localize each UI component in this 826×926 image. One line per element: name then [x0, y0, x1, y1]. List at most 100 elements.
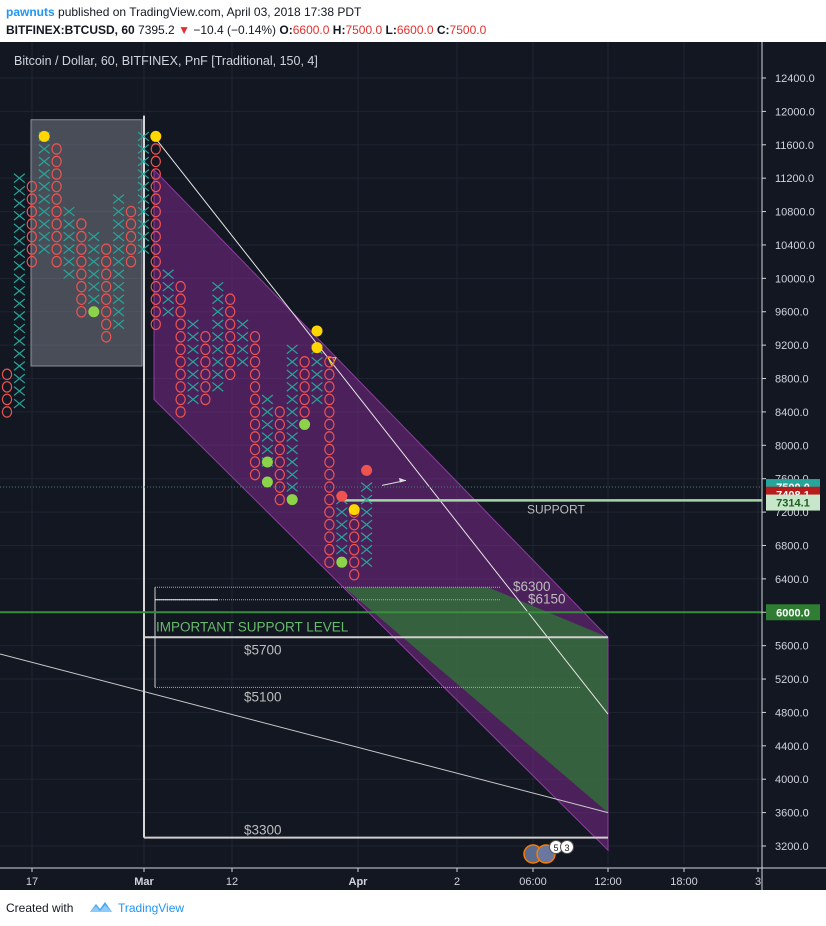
x-box — [187, 344, 199, 355]
o-box — [274, 493, 285, 506]
x-box — [212, 331, 224, 342]
o-box — [299, 381, 310, 393]
created-with-text: Created with — [6, 901, 74, 915]
badge-count-text: 3 — [564, 843, 569, 853]
o-box — [249, 456, 261, 468]
x-box — [137, 131, 150, 142]
x-box — [112, 244, 125, 254]
x-box — [360, 557, 373, 568]
o-box — [324, 393, 335, 406]
o-box — [51, 230, 62, 243]
price-label-text: 6000.0 — [776, 607, 810, 619]
x-box — [187, 319, 199, 330]
x-box — [336, 544, 348, 555]
x-box — [162, 306, 174, 317]
chart-title: Bitcoin / Dollar, 60, BITFINEX, PnF [Tra… — [14, 54, 318, 68]
o-box — [274, 468, 285, 481]
o-box — [76, 305, 87, 318]
x-box — [360, 494, 373, 505]
x-box — [137, 206, 150, 217]
o-box — [349, 556, 360, 568]
low-value: 6600.0 — [396, 23, 434, 37]
o-box — [175, 318, 186, 331]
y-tick-label: 6800.0 — [775, 540, 809, 552]
o-box — [125, 243, 137, 255]
drawing-overlays — [0, 115, 762, 852]
x-box — [212, 369, 224, 380]
o-column — [100, 243, 112, 343]
o-box — [324, 431, 335, 443]
o-box — [76, 293, 87, 306]
x-box — [162, 281, 174, 292]
x-box — [212, 356, 224, 367]
range-box — [30, 119, 143, 367]
o-box — [125, 205, 137, 218]
x-box — [63, 256, 75, 267]
x-box — [63, 244, 75, 254]
o-box — [26, 180, 37, 193]
x-box — [38, 169, 50, 179]
o-box — [100, 280, 112, 293]
pnf-chart[interactable]: SUPPORT $6300$6150 IMPORTANT SUPPORT LEVEL… — [0, 42, 826, 890]
o-box — [150, 205, 161, 218]
y-tick-label: 12400.0 — [775, 73, 815, 85]
x-box — [88, 244, 100, 254]
o-box — [150, 155, 161, 168]
x-box — [38, 181, 50, 192]
x-box — [63, 269, 75, 280]
x-box — [13, 298, 26, 309]
o-box — [249, 406, 261, 418]
chart-header: pawnuts published on TradingView.com, Ap… — [0, 0, 826, 42]
x-box — [112, 319, 125, 330]
o-box — [150, 293, 161, 306]
y-tick-label: 3200.0 — [775, 841, 809, 853]
x-box — [137, 169, 150, 179]
o-box — [249, 418, 261, 431]
yellow-signal-dot — [311, 325, 323, 337]
author-name[interactable]: pawnuts — [6, 5, 55, 19]
x-box — [13, 173, 26, 184]
x-box — [112, 294, 125, 305]
o-box — [249, 368, 261, 381]
x-box — [112, 231, 125, 242]
o-box — [175, 368, 186, 381]
x-box — [13, 361, 26, 371]
x-box — [13, 248, 26, 259]
o-column — [76, 218, 87, 318]
x-box — [162, 269, 174, 280]
x-box — [162, 294, 174, 305]
o-box — [150, 305, 161, 318]
o-box — [51, 180, 62, 193]
important-support-label: IMPORTANT SUPPORT LEVEL — [156, 619, 349, 634]
o-box — [324, 493, 335, 506]
x-box — [13, 185, 26, 196]
x-box — [212, 382, 224, 392]
annotations: SUPPORT $6300$6150 IMPORTANT SUPPORT LEVEL… — [156, 503, 585, 864]
o-box — [100, 318, 112, 331]
x-box — [112, 306, 125, 317]
o-box — [150, 143, 161, 155]
o-box — [100, 330, 112, 343]
x-box — [137, 194, 150, 204]
x-box — [13, 348, 26, 359]
green-signal-dot — [299, 418, 311, 430]
y-tick-label: 9600.0 — [775, 307, 809, 319]
o-box — [249, 431, 261, 443]
x-box — [261, 394, 274, 405]
x-box — [261, 444, 274, 455]
tradingview-link[interactable]: TradingView — [118, 901, 185, 915]
o-box — [100, 255, 112, 268]
o-box — [175, 305, 186, 318]
badge-count-text: 5 — [553, 843, 558, 853]
o-box — [249, 381, 261, 393]
x-box — [13, 398, 26, 409]
x-box — [88, 231, 100, 242]
o-box — [249, 343, 261, 356]
o-box — [51, 243, 62, 255]
o-box — [175, 330, 186, 343]
o-column — [249, 330, 261, 481]
trend-line — [153, 136, 609, 715]
x-box — [360, 544, 373, 555]
o-box — [51, 255, 62, 268]
o-box — [324, 406, 335, 418]
